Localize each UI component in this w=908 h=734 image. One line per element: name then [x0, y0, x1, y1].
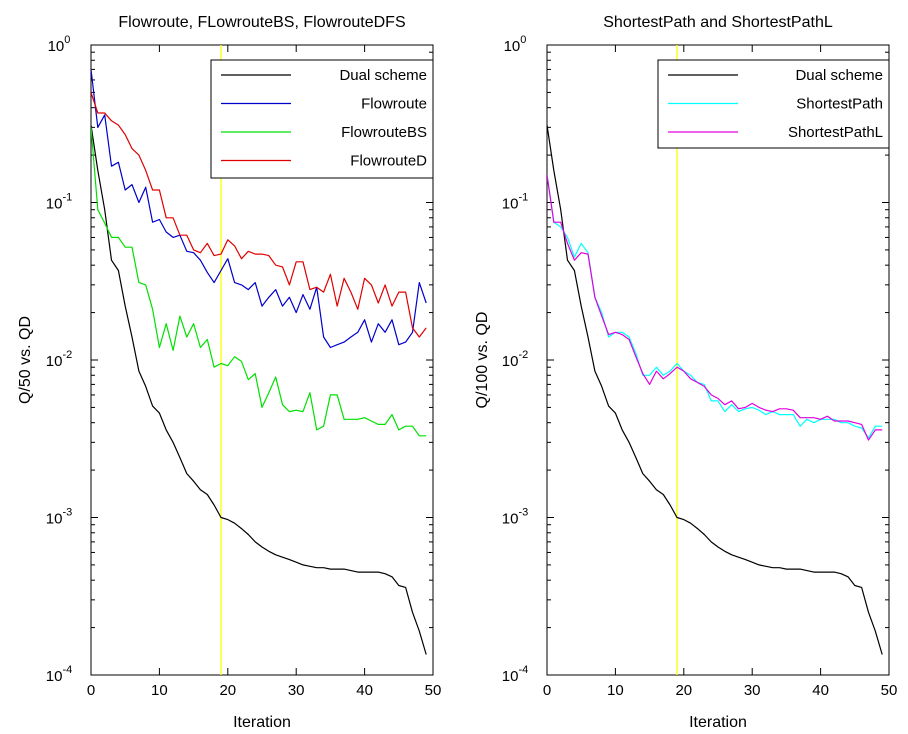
y-tick-base: 10	[502, 668, 519, 685]
x-tick-label: 0	[87, 682, 95, 699]
chart-panel-1: Flowroute, FLowrouteBS, FlowrouteDFS10-4…	[17, 14, 441, 731]
y-tick-label: 10-2	[46, 349, 72, 370]
x-tick-label: 50	[881, 682, 898, 699]
y-tick-base: 10	[502, 353, 519, 370]
y-tick-label: 10-1	[502, 192, 528, 213]
chart-panel-2: ShortestPath and ShortestPathL10-410-310…	[474, 14, 897, 731]
y-tick-base: 10	[46, 353, 63, 370]
series-line-dual-scheme	[91, 125, 427, 655]
y-tick-label: 10-4	[502, 664, 528, 685]
legend-label: Flowroute	[361, 96, 427, 113]
y-tick-label: 100	[504, 34, 527, 55]
y-axis-label: Q/100 vs. QD	[474, 312, 491, 409]
x-tick-label: 10	[607, 682, 624, 699]
y-tick-base: 10	[46, 668, 63, 685]
y-tick-base: 10	[46, 196, 63, 213]
x-tick-label: 40	[812, 682, 829, 699]
plot-area	[547, 45, 883, 675]
x-tick-label: 40	[356, 682, 373, 699]
x-tick-label: 30	[744, 682, 761, 699]
x-axis-label: Iteration	[689, 714, 747, 731]
y-tick-base: 10	[502, 511, 519, 528]
y-tick-exponent: -1	[518, 192, 528, 204]
legend-label: ShortestPathL	[788, 124, 883, 141]
y-tick-base: 10	[46, 511, 63, 528]
legend: Dual scheme ShortestPath ShortestPathL	[657, 59, 890, 149]
x-tick-label: 0	[543, 682, 551, 699]
x-tick-label: 20	[219, 682, 236, 699]
legend-box	[210, 59, 434, 179]
y-tick-label: 10-4	[46, 664, 72, 685]
y-tick-exponent: 0	[64, 34, 70, 46]
y-axis-label: Q/50 vs. QD	[17, 316, 34, 404]
y-tick-label: 100	[48, 34, 71, 55]
x-tick-label: 30	[288, 682, 305, 699]
y-tick-label: 10-2	[502, 349, 528, 370]
legend: Dual scheme Flowroute FlowrouteBS Flowroute…	[210, 59, 434, 179]
y-tick-exponent: -3	[518, 507, 528, 519]
series-line-dual-scheme	[547, 125, 883, 655]
series-line-flowroutebs	[91, 127, 427, 437]
y-tick-exponent: 0	[520, 34, 526, 46]
series-line-flowroute	[91, 69, 427, 349]
chart-title: ShortestPath and ShortestPathL	[603, 14, 833, 31]
y-tick-exponent: -4	[62, 664, 72, 676]
x-axis-label: Iteration	[233, 714, 291, 731]
x-tick-label: 10	[151, 682, 168, 699]
y-tick-exponent: -2	[518, 349, 528, 361]
series-line-flowrouted	[91, 92, 427, 338]
legend-label: Dual scheme	[795, 67, 883, 84]
legend-label: ShortestPath	[796, 96, 883, 113]
y-tick-exponent: -4	[518, 664, 528, 676]
y-tick-base: 10	[48, 38, 65, 55]
y-tick-label: 10-3	[502, 507, 528, 528]
y-tick-exponent: -2	[62, 349, 72, 361]
x-tick-label: 50	[425, 682, 442, 699]
chart-title: Flowroute, FLowrouteBS, FlowrouteDFS	[118, 14, 405, 31]
y-tick-base: 10	[502, 196, 519, 213]
legend-label: FlowrouteBS	[341, 124, 427, 141]
legend-label: Dual scheme	[339, 67, 427, 84]
y-tick-base: 10	[504, 38, 521, 55]
series-line-shortestpathl	[547, 174, 883, 441]
legend-label: FlowrouteD	[350, 153, 427, 170]
y-tick-exponent: -1	[62, 192, 72, 204]
y-tick-exponent: -3	[62, 507, 72, 519]
y-tick-label: 10-1	[46, 192, 72, 213]
x-tick-label: 20	[675, 682, 692, 699]
y-tick-label: 10-3	[46, 507, 72, 528]
series-line-shortestpath	[547, 174, 883, 439]
